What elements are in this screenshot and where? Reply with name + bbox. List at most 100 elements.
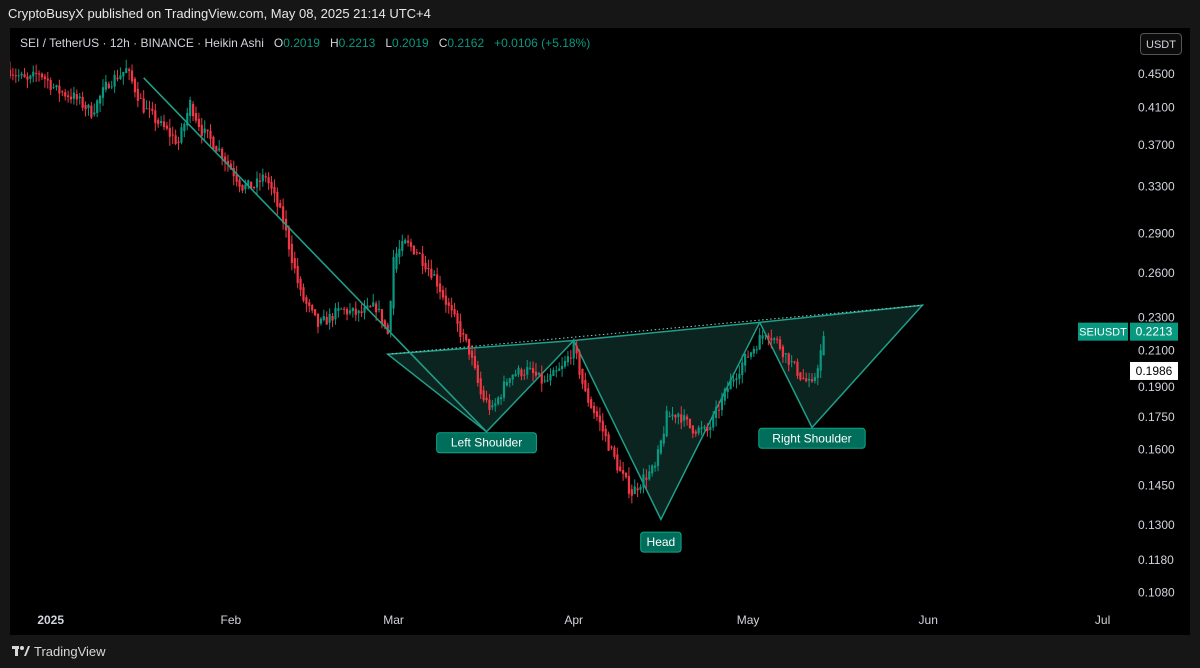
y-tick-label: 0.1750 <box>1138 410 1175 424</box>
y-tick-label: 0.2900 <box>1138 226 1175 240</box>
candle <box>540 365 543 392</box>
candle <box>308 299 311 313</box>
crosshair-price-value: 0.1986 <box>1136 364 1173 378</box>
currency-button[interactable]: USDT <box>1140 33 1182 55</box>
candle <box>87 103 90 116</box>
candle <box>26 72 29 89</box>
candle <box>130 64 134 84</box>
candle <box>537 372 540 376</box>
candle <box>482 385 485 403</box>
candle <box>32 65 35 83</box>
last-price-tag <box>1130 322 1178 341</box>
candle <box>177 136 180 151</box>
candle <box>279 199 282 209</box>
candle <box>549 368 552 386</box>
y-tick-label: 0.4500 <box>1138 67 1175 81</box>
candle <box>473 348 477 371</box>
candle <box>37 70 41 82</box>
x-tick-label: Feb <box>220 613 241 627</box>
candle <box>645 469 648 489</box>
candle <box>752 346 755 357</box>
candle <box>555 365 558 378</box>
candle <box>430 259 433 280</box>
candle <box>517 365 520 378</box>
candle <box>720 392 724 416</box>
candle <box>514 369 517 377</box>
candle <box>767 332 770 346</box>
candle <box>357 309 360 322</box>
candle <box>125 59 128 74</box>
price-chart[interactable]: 0.4500 0.4100 0.3700 0.3300 0.2900 0.2600 0.23… <box>10 28 1190 635</box>
candle <box>552 367 555 377</box>
neckline <box>387 304 923 355</box>
candle <box>189 96 192 123</box>
candle <box>377 300 381 313</box>
candle <box>569 349 572 365</box>
candle <box>732 372 735 387</box>
candle <box>787 352 790 372</box>
y-tick-label: 0.4100 <box>1138 101 1175 115</box>
candle <box>703 424 706 431</box>
candle <box>755 345 758 354</box>
candle <box>494 398 497 412</box>
candle <box>531 361 535 382</box>
candle <box>409 238 413 252</box>
candle <box>526 359 529 380</box>
candle <box>159 115 163 127</box>
candle <box>20 71 23 79</box>
candle <box>450 297 453 318</box>
open-value: 0.2019 <box>283 36 320 50</box>
candle <box>796 358 799 379</box>
chart-area[interactable]: 0.4500 0.4100 0.3700 0.3300 0.2900 0.2600 0.23… <box>10 28 1190 635</box>
candle <box>639 484 642 494</box>
candle <box>659 439 662 455</box>
footer-brand[interactable]: TradingView <box>34 644 106 659</box>
candle <box>546 373 549 383</box>
candle <box>171 126 174 144</box>
high-value: 0.2213 <box>338 36 376 50</box>
candle <box>741 354 744 384</box>
candle <box>258 172 261 191</box>
candle <box>305 295 308 313</box>
candle <box>354 301 357 321</box>
candle <box>276 187 279 216</box>
candle <box>575 340 578 360</box>
candle <box>712 411 715 431</box>
candle <box>212 135 215 151</box>
candle <box>651 464 654 477</box>
candle <box>200 117 203 144</box>
candle <box>714 400 718 427</box>
candle <box>508 377 511 388</box>
candle <box>226 154 230 172</box>
symbol-tag-label: SEIUSDT <box>1079 327 1127 339</box>
candle <box>770 329 773 349</box>
candle <box>302 283 305 303</box>
candle <box>238 177 241 193</box>
candle <box>369 304 372 308</box>
candle <box>43 73 46 88</box>
candle <box>395 246 398 273</box>
candle <box>183 122 186 138</box>
candle <box>186 107 189 131</box>
candle <box>232 160 235 186</box>
candle <box>790 355 793 368</box>
candle <box>653 461 657 472</box>
candle <box>96 99 99 118</box>
candle <box>674 414 677 424</box>
candle <box>206 129 209 139</box>
pattern-label: Right Shoulder <box>772 431 851 445</box>
y-tick-label: 0.1900 <box>1138 380 1175 394</box>
tradingview-logo-icon[interactable] <box>12 644 30 658</box>
candle <box>174 129 177 146</box>
candle <box>104 74 107 93</box>
candle <box>677 412 680 425</box>
pattern-label: Head <box>647 535 676 549</box>
candle <box>116 69 119 82</box>
candle <box>709 421 712 439</box>
crosshair-price-tag <box>1130 361 1178 380</box>
candle <box>345 307 349 321</box>
candle <box>139 93 142 99</box>
candle <box>619 459 622 472</box>
candle <box>627 467 631 499</box>
candle <box>523 369 526 380</box>
